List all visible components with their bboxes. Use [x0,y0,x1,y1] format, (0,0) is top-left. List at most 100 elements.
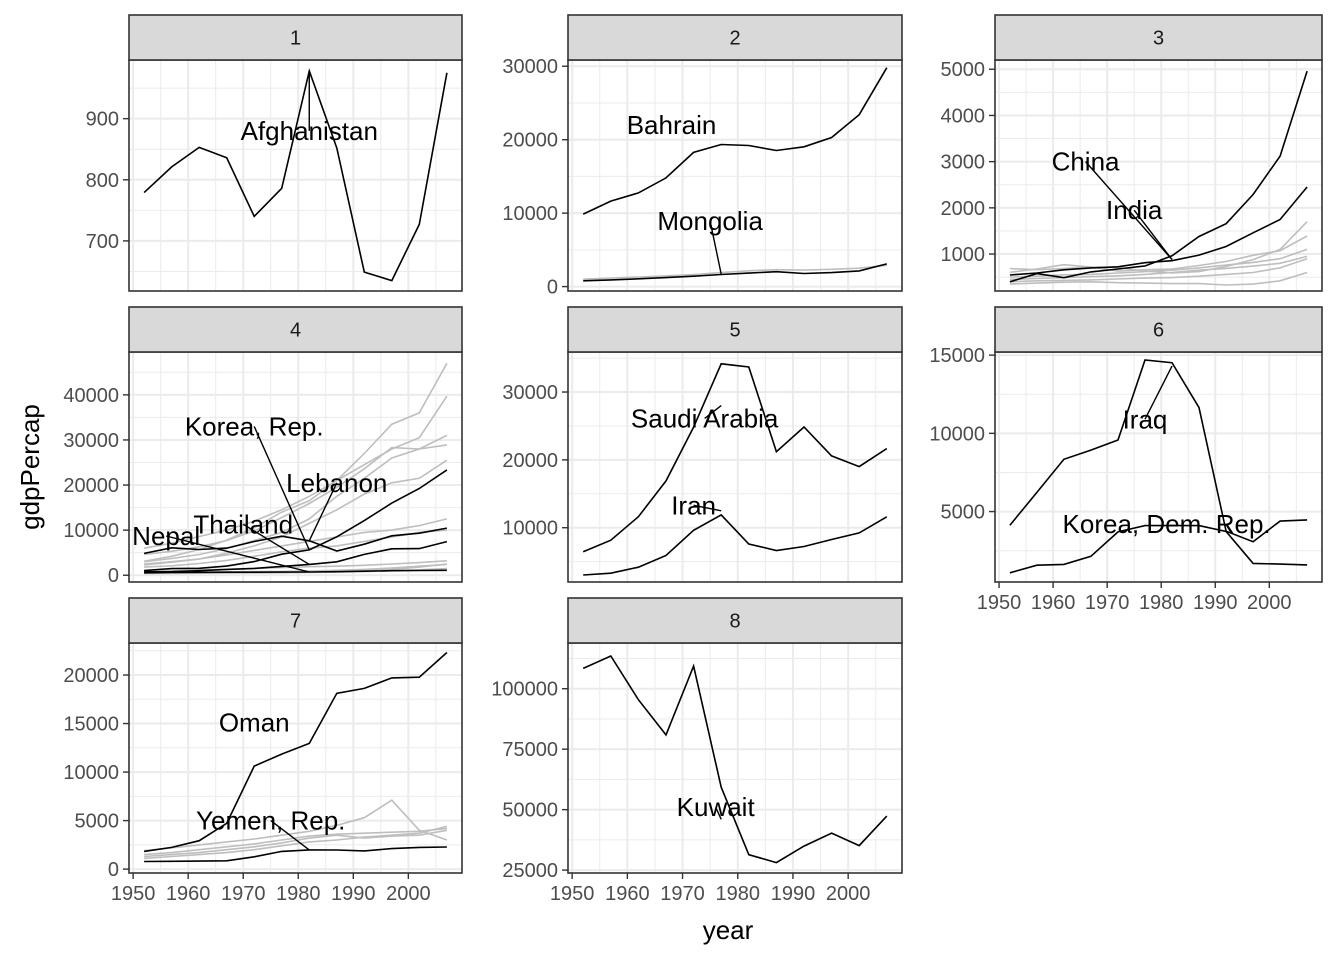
series-label: Saudi Arabia [631,403,779,433]
series-label: Oman [219,708,290,738]
background-series-line [1009,271,1308,286]
y-tick-label: 50000 [502,800,558,822]
background-series-line [144,829,448,858]
label-connector [709,221,722,275]
y-tick-label: 10000 [63,762,119,784]
y-tick-label: 900 [86,109,119,131]
y-tick-label: 0 [108,565,119,587]
y-tick-label: 0 [108,859,119,881]
label-connector [1144,365,1173,420]
facet-strip-label: 4 [290,320,301,342]
x-tick-label: 1950 [550,883,595,905]
series-line-korea-rep- [144,469,448,572]
y-tick-label: 5000 [75,811,120,833]
background-series-line [144,825,448,860]
series-label: Lebanon [286,468,387,498]
label-connector [165,535,310,573]
facet-panel-5: Saudi Arabia Iran 5 10000 20000 30000 [502,306,903,583]
y-tick-label: 10000 [929,423,985,445]
series-label: Mongolia [657,206,763,236]
y-tick-label: 20000 [502,130,558,152]
x-tick-label: 1990 [331,883,376,905]
y-tick-label: 15000 [929,345,985,367]
y-tick-label: 15000 [63,714,119,736]
series-line-bahrain [582,67,888,215]
series-line-mongolia [583,263,887,282]
series-line-saudi-arabia [582,362,888,553]
facet-panel-2: Bahrain Mongolia 2 0 10000 20000 30000 [502,14,903,299]
facet-strip [128,597,463,644]
series-label: Bahrain [627,110,717,140]
background-series-line [144,560,447,572]
x-tick-label: 1980 [1139,592,1184,614]
facet-strip-label: 7 [290,611,301,633]
background-series-line [144,444,448,556]
label-connector [242,523,310,566]
facet-strip [128,14,463,61]
y-tick-label: 75000 [502,739,558,761]
y-tick-label: 10000 [63,520,119,542]
background-series-line [143,362,448,563]
facet-strip [994,306,1323,353]
background-series-line [583,264,887,280]
x-axis-title: year [703,915,754,945]
background-series-line [144,434,448,563]
y-tick-label: 20000 [502,450,558,472]
y-tick-label: 40000 [63,385,119,407]
series-line-iran [583,513,888,576]
y-tick-label: 5000 [941,59,986,81]
x-tick-label: 1990 [771,883,816,905]
x-tick-label: 1970 [660,883,705,905]
series-label: Iran [671,490,716,520]
facet-strip-label: 3 [1153,28,1164,50]
x-tick-label: 1970 [1085,592,1130,614]
label-connector [308,482,338,542]
panel-background [995,60,1322,291]
series-line-nepal [144,569,447,574]
y-tick-label: 25000 [502,860,558,882]
y-tick-label: 1000 [941,244,986,266]
x-tick-label: 1960 [605,883,650,905]
series-label: Nepal [132,521,200,551]
background-series-line [144,518,448,565]
panel-background [568,60,902,291]
facet-strip-label: 1 [290,28,301,50]
background-series-line [1009,248,1308,278]
series-line-oman [143,651,448,853]
background-series-line [144,827,447,856]
x-tick-label: 1960 [166,883,211,905]
panel-background [129,60,462,291]
label-connector [1133,209,1173,261]
x-tick-label: 1950 [111,883,156,905]
series-label: Afghanistan [241,116,378,146]
facet-panel-6: Iraq Korea, Dem. Rep. 6 5000 10000 15000 1950 1… [929,306,1323,614]
facet-panel-7: Oman Yemen, Rep. 7 0 5000 10000 15000 20000 1950… [63,597,463,905]
x-tick-label: 1950 [977,592,1022,614]
label-connector [693,504,722,512]
y-tick-label: 20000 [63,665,119,687]
panel-background [568,352,902,582]
facet-panel-3: China India 3 1000 2000 3000 4000 5000 [941,14,1323,292]
panel-background [568,643,902,873]
facet-panel-8: Kuwait 8 25000 50000 75000 100000 1950 1960 1970… [491,597,903,905]
y-tick-label: 100000 [491,679,558,701]
label-connector [270,820,310,851]
series-line-iraq [1009,359,1308,543]
series-line-korea-dem-rep- [1009,524,1308,574]
y-tick-label: 0 [547,277,558,299]
series-label: Korea, Dem. Rep. [1063,509,1271,539]
y-tick-label: 5000 [941,502,986,524]
x-tick-label: 2000 [1247,592,1292,614]
series-line-afghanistan [143,68,448,282]
y-tick-label: 30000 [502,382,558,404]
series-line-india [1009,186,1308,276]
y-tick-label: 10000 [502,518,558,540]
facet-strip-label: 2 [729,28,740,50]
series-label: Thailand [193,509,293,539]
facet-strip [567,306,903,353]
x-tick-label: 1980 [716,883,761,905]
y-tick-label: 30000 [63,430,119,452]
background-series-line [1009,221,1308,274]
